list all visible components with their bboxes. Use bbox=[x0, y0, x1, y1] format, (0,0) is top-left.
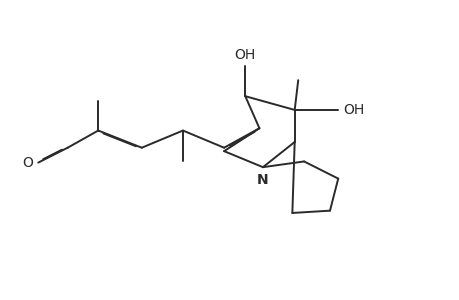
Text: N: N bbox=[257, 173, 268, 187]
Text: OH: OH bbox=[342, 103, 364, 117]
Text: OH: OH bbox=[234, 49, 255, 62]
Text: O: O bbox=[22, 156, 33, 170]
